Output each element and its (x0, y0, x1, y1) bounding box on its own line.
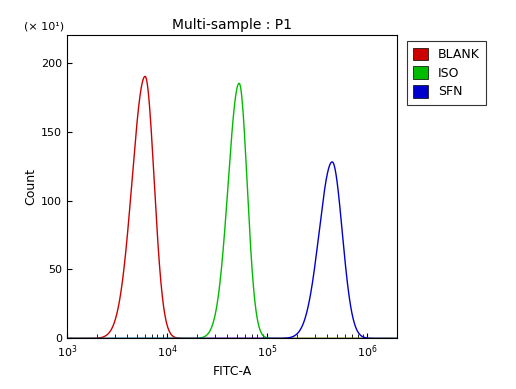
BLANK (142, 74, 148, 79)
BLANK (64, 336, 70, 341)
ISO (184, 336, 190, 341)
SFN (64, 336, 70, 341)
ISO (80, 336, 87, 341)
SFN (309, 284, 315, 289)
Line: BLANK: BLANK (67, 76, 397, 338)
BLANK (260, 336, 266, 341)
Line: SFN: SFN (67, 162, 397, 338)
ISO (260, 333, 266, 337)
SFN (329, 159, 335, 164)
SFN (327, 163, 333, 168)
ISO (327, 336, 333, 341)
BLANK (394, 336, 400, 341)
BLANK (80, 336, 87, 341)
ISO (394, 336, 400, 341)
SFN (394, 336, 400, 341)
BLANK (309, 336, 315, 341)
X-axis label: FITC-A: FITC-A (213, 365, 252, 378)
ISO (64, 336, 70, 341)
BLANK (327, 336, 333, 341)
SFN (260, 336, 266, 341)
SFN (274, 336, 280, 341)
BLANK (184, 336, 190, 341)
Title: Multi-sample : P1: Multi-sample : P1 (172, 18, 292, 32)
ISO (309, 336, 315, 341)
ISO (236, 81, 242, 86)
Legend: BLANK, ISO, SFN: BLANK, ISO, SFN (407, 41, 486, 105)
Line: ISO: ISO (67, 83, 397, 338)
SFN (80, 336, 87, 341)
Text: (× 10¹): (× 10¹) (24, 22, 64, 32)
BLANK (274, 336, 280, 341)
ISO (274, 336, 280, 341)
SFN (184, 336, 190, 341)
Y-axis label: Count: Count (24, 168, 37, 205)
